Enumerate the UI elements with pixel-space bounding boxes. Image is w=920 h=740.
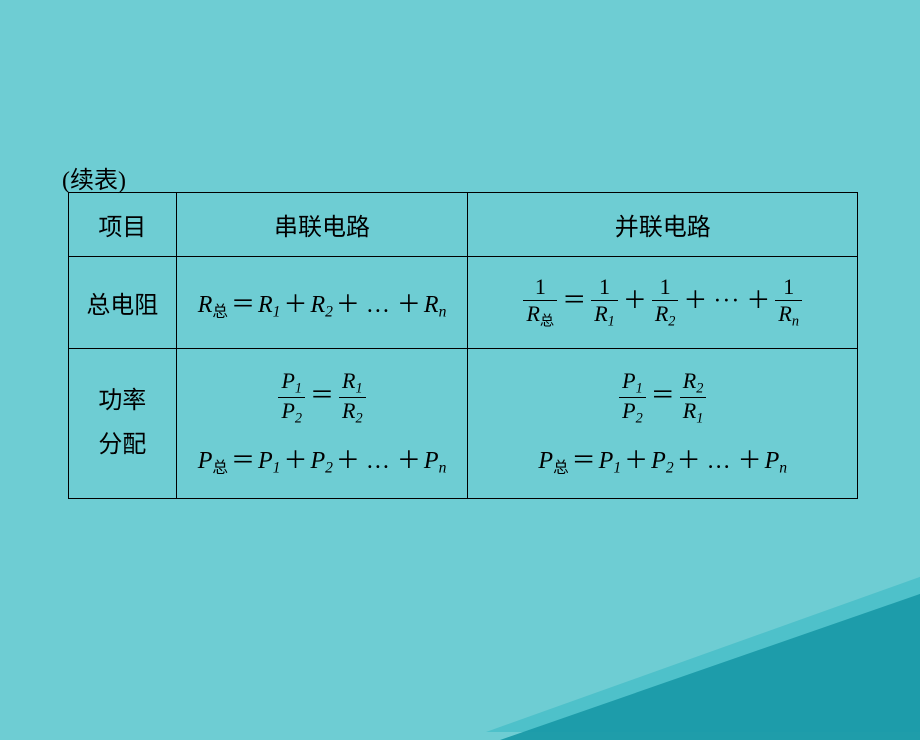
decorative-triangle: [500, 580, 920, 740]
comparison-table: 项目 串联电路 并联电路 总电阻 R总＝R1＋R2＋…＋Rn 1R总＝1R1＋1…: [68, 192, 858, 499]
header-parallel: 并联电路: [468, 193, 858, 257]
cell-series-resistance: R总＝R1＋R2＋…＋Rn: [176, 257, 468, 349]
cell-series-power: P1P2＝R1R2 P总＝P1＋P2＋…＋Pn: [176, 349, 468, 499]
header-series: 串联电路: [176, 193, 468, 257]
formula-series-resistance: R总＝R1＋R2＋…＋Rn: [198, 292, 447, 318]
cell-parallel-resistance: 1R总＝1R1＋1R2＋···＋1Rn: [468, 257, 858, 349]
row-label-power: 功率 分配: [69, 349, 177, 499]
cell-parallel-power: P1P2＝R2R1 P总＝P1＋P2＋…＋Pn: [468, 349, 858, 499]
formula-parallel-power-ratio: P1P2＝R2R1: [476, 370, 849, 426]
table-header-row: 项目 串联电路 并联电路: [69, 193, 858, 257]
formula-series-power-total: P总＝P1＋P2＋…＋Pn: [185, 440, 460, 478]
formula-parallel-power-total: P总＝P1＋P2＋…＋Pn: [476, 440, 849, 478]
formula-series-power-ratio: P1P2＝R1R2: [185, 370, 460, 426]
table-caption: (续表): [62, 160, 126, 195]
row-label-resistance: 总电阻: [69, 257, 177, 349]
formula-parallel-resistance: 1R总＝1R1＋1R2＋···＋1Rn: [521, 288, 804, 314]
header-item: 项目: [69, 193, 177, 257]
row-power-distribution: 功率 分配 P1P2＝R1R2 P总＝P1＋P2＋…＋Pn P1P2＝R2R1 …: [69, 349, 858, 499]
row-total-resistance: 总电阻 R总＝R1＋R2＋…＋Rn 1R总＝1R1＋1R2＋···＋1Rn: [69, 257, 858, 349]
